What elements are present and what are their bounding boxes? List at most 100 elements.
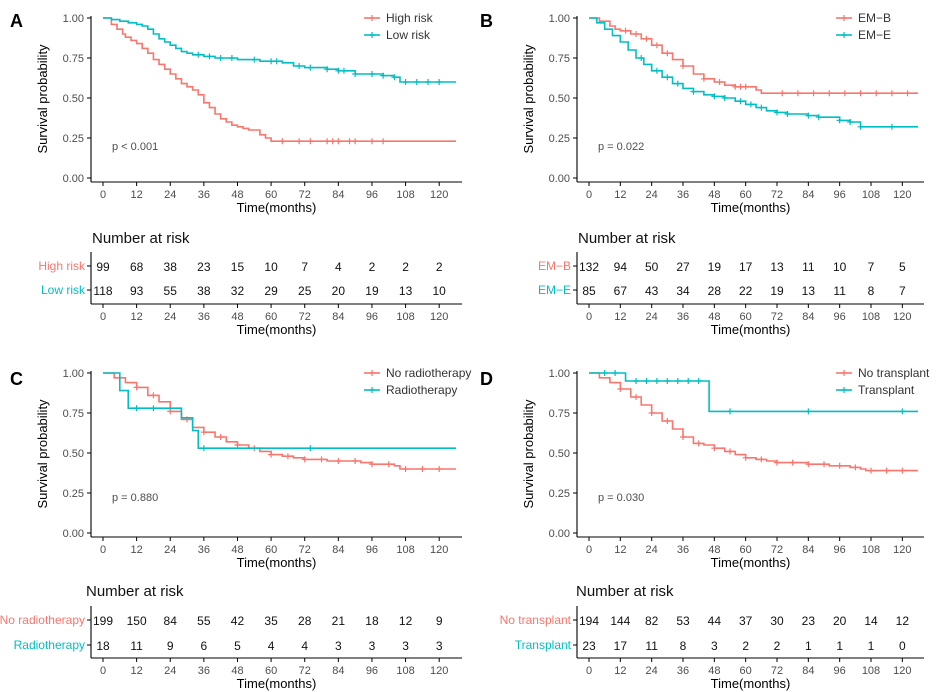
risk-x-tick-label: 36 [677,311,689,323]
censor-mark [695,440,702,447]
risk-count: 10 [264,260,278,274]
censor-mark [200,445,207,452]
y-axis-label: Survival probability [521,44,536,154]
x-tick-label: 48 [708,544,720,556]
risk-x-tick-label: 0 [586,665,592,677]
y-tick-label: 1.00 [63,13,84,25]
x-axis-label: Time(months) [711,555,791,570]
censor-mark [857,90,864,97]
censor-mark [810,90,817,97]
y-tick-label: 0.25 [63,133,84,145]
risk-count: 3 [711,639,718,653]
risk-count: 11 [833,284,846,298]
censor-mark [195,51,202,58]
risk-x-tick-label: 108 [862,665,880,677]
legend-swatch-mark [369,32,375,38]
x-tick-label: 60 [265,189,277,201]
risk-count: 19 [365,284,379,298]
y-tick-label: 1.00 [549,368,570,380]
risk-x-tick-label: 120 [430,665,448,677]
x-tick-label: 12 [614,544,626,556]
censor-mark [888,123,895,130]
censor-mark [747,101,754,108]
legend-entry: EM−E [858,28,891,42]
censor-mark [883,467,890,474]
risk-count: 82 [645,614,659,628]
risk-count: 17 [739,260,753,274]
censor-mark [815,114,822,121]
censor-mark [273,58,280,65]
censor-mark [690,88,697,95]
censor-mark [700,75,707,82]
censor-mark [150,405,157,412]
risk-count: 1 [805,639,812,653]
censor-mark [836,117,843,124]
risk-count: 35 [264,614,278,628]
risk-count: 3 [369,639,376,653]
risk-x-tick-label: 120 [430,311,448,323]
censor-mark [789,459,796,466]
censor-mark [873,90,880,97]
risk-x-tick-label: 60 [740,665,752,677]
legend-entry: Radiotherapy [386,383,457,397]
censor-mark [774,459,780,466]
y-tick-label: 0.00 [549,528,570,540]
risk-count: 18 [96,639,110,653]
risk-count: 194 [579,614,599,628]
censor-mark [680,434,686,440]
risk-x-tick-label: 120 [893,665,911,677]
censor-mark [685,378,692,384]
censor-mark [352,138,359,145]
risk-x-tick-label: 48 [708,311,720,323]
censor-mark [402,79,409,85]
risk-x-tick-label: 84 [802,665,814,677]
censor-mark [346,138,353,145]
censor-mark [868,467,874,474]
risk-count: 30 [770,614,784,628]
x-tick-label: 108 [862,189,880,201]
risk-x-tick-label: 60 [265,311,277,323]
risk-count: 13 [770,260,784,274]
y-axis-label: Survival probability [35,399,50,509]
censor-mark [805,461,812,468]
x-tick-label: 84 [802,544,814,556]
risk-count: 18 [365,614,379,628]
panel-label: C [10,369,23,389]
censor-mark [335,67,342,74]
censor-mark [721,95,728,101]
risk-row-label: No radiotherapy [0,613,85,627]
censor-mark [674,80,681,87]
x-tick-label: 108 [862,544,880,556]
y-tick-label: 1.00 [63,368,84,380]
risk-x-tick-label: 96 [366,311,378,323]
risk-table-title: Number at risk [576,583,674,600]
risk-count: 4 [301,639,308,653]
risk-row-label: No transplant [500,613,572,627]
risk-x-tick-label: 84 [332,665,344,677]
risk-count: 55 [197,614,211,628]
risk-count: 3 [436,639,443,653]
censor-mark [847,119,854,125]
x-tick-label: 60 [265,544,277,556]
risk-x-tick-label: 84 [802,311,814,323]
risk-count: 4 [335,260,342,274]
censor-mark [217,434,224,440]
censor-mark [732,83,739,90]
x-tick-label: 96 [834,189,846,201]
risk-count: 7 [301,260,308,274]
risk-count: 93 [130,284,144,298]
censor-mark [653,67,660,74]
risk-count: 14 [864,614,878,628]
y-tick-label: 0.75 [549,53,570,65]
y-tick-label: 0.00 [63,173,84,185]
censor-mark [841,90,848,97]
censor-mark [664,74,671,81]
panel-label: B [480,11,493,31]
risk-x-tick-label: 108 [396,665,414,677]
p-value: p = 0.030 [598,492,644,504]
x-tick-label: 0 [586,544,592,556]
x-tick-label: 12 [130,189,142,201]
censor-mark [301,456,308,463]
censor-mark [695,378,702,384]
risk-count: 29 [264,284,278,298]
